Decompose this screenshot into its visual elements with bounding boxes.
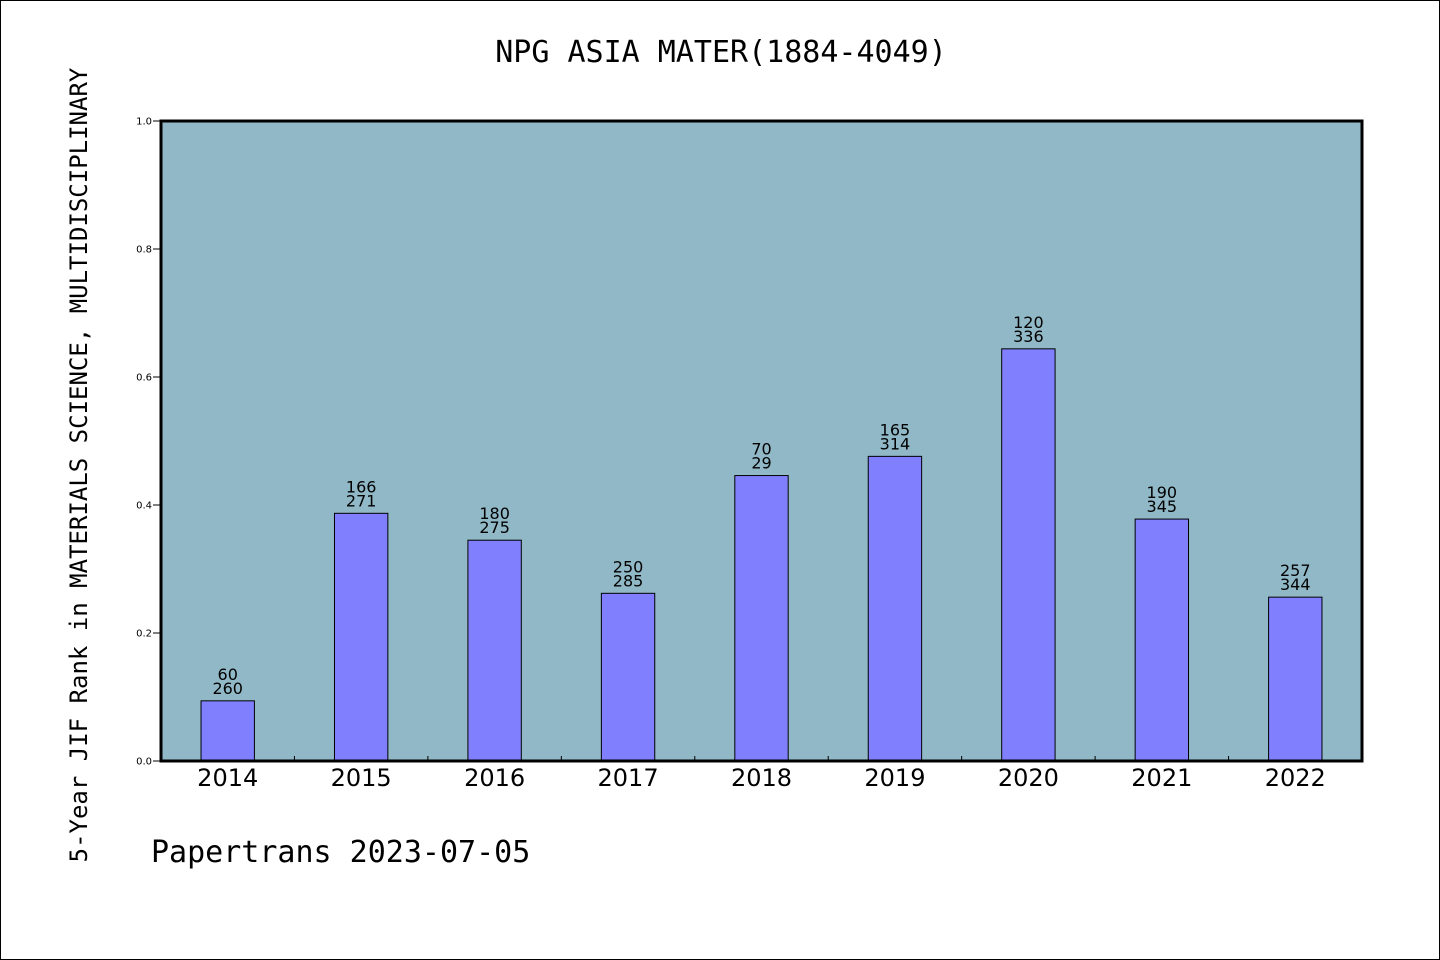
x-tick-label: 2014: [197, 764, 258, 792]
bar-label: 120: [1013, 313, 1044, 332]
x-tick-label: 2019: [864, 764, 925, 792]
y-tick-label: 0.0: [136, 757, 152, 768]
bar: [467, 539, 522, 762]
plot-frame: [159, 119, 1364, 763]
x-tick-label: 2015: [331, 764, 392, 792]
bar: [867, 455, 923, 762]
footer-watermark: Papertrans 2023-07-05: [151, 835, 531, 870]
chart-title: NPG ASIA MATER(1884-4049): [495, 35, 947, 70]
bar: [600, 592, 656, 762]
x-tick-label: 2018: [731, 764, 792, 792]
bar-label: 271: [346, 491, 377, 510]
bar-label: 336: [1013, 327, 1044, 346]
x-tick-label: 2021: [1131, 764, 1192, 792]
bar-label: 166: [346, 477, 377, 496]
bar-label: 180: [479, 504, 510, 523]
y-tick-label: 0.4: [136, 501, 152, 512]
bar-label: 29: [751, 454, 771, 473]
bar: [1268, 596, 1323, 762]
bar-label: 257: [1280, 561, 1311, 580]
bar-label: 285: [613, 571, 644, 590]
bar-label: 165: [880, 420, 911, 439]
x-tick-label: 2016: [464, 764, 525, 792]
x-tick-label: 2022: [1265, 764, 1326, 792]
bar-label: 190: [1147, 483, 1178, 502]
bar-label: 70: [751, 440, 771, 459]
bar-label: 275: [479, 518, 510, 537]
y-tick-label: 1.0: [136, 117, 152, 128]
bar: [1001, 348, 1056, 762]
bar: [200, 700, 255, 762]
y-tick-label: 0.8: [136, 245, 152, 256]
bar-label: 250: [613, 557, 644, 576]
bar-label: 314: [880, 434, 911, 453]
bar-label: 260: [212, 679, 243, 698]
x-tick-label: 2017: [598, 764, 659, 792]
bar-label: 344: [1280, 575, 1311, 594]
bar-label: 345: [1147, 497, 1178, 516]
y-tick-label: 0.2: [136, 629, 152, 640]
y-tick-label: 0.6: [136, 373, 152, 384]
bar: [734, 475, 789, 762]
bar-label: 60: [218, 665, 238, 684]
x-tick-label: 2020: [998, 764, 1059, 792]
bar: [1134, 518, 1190, 762]
bar: [333, 512, 389, 762]
